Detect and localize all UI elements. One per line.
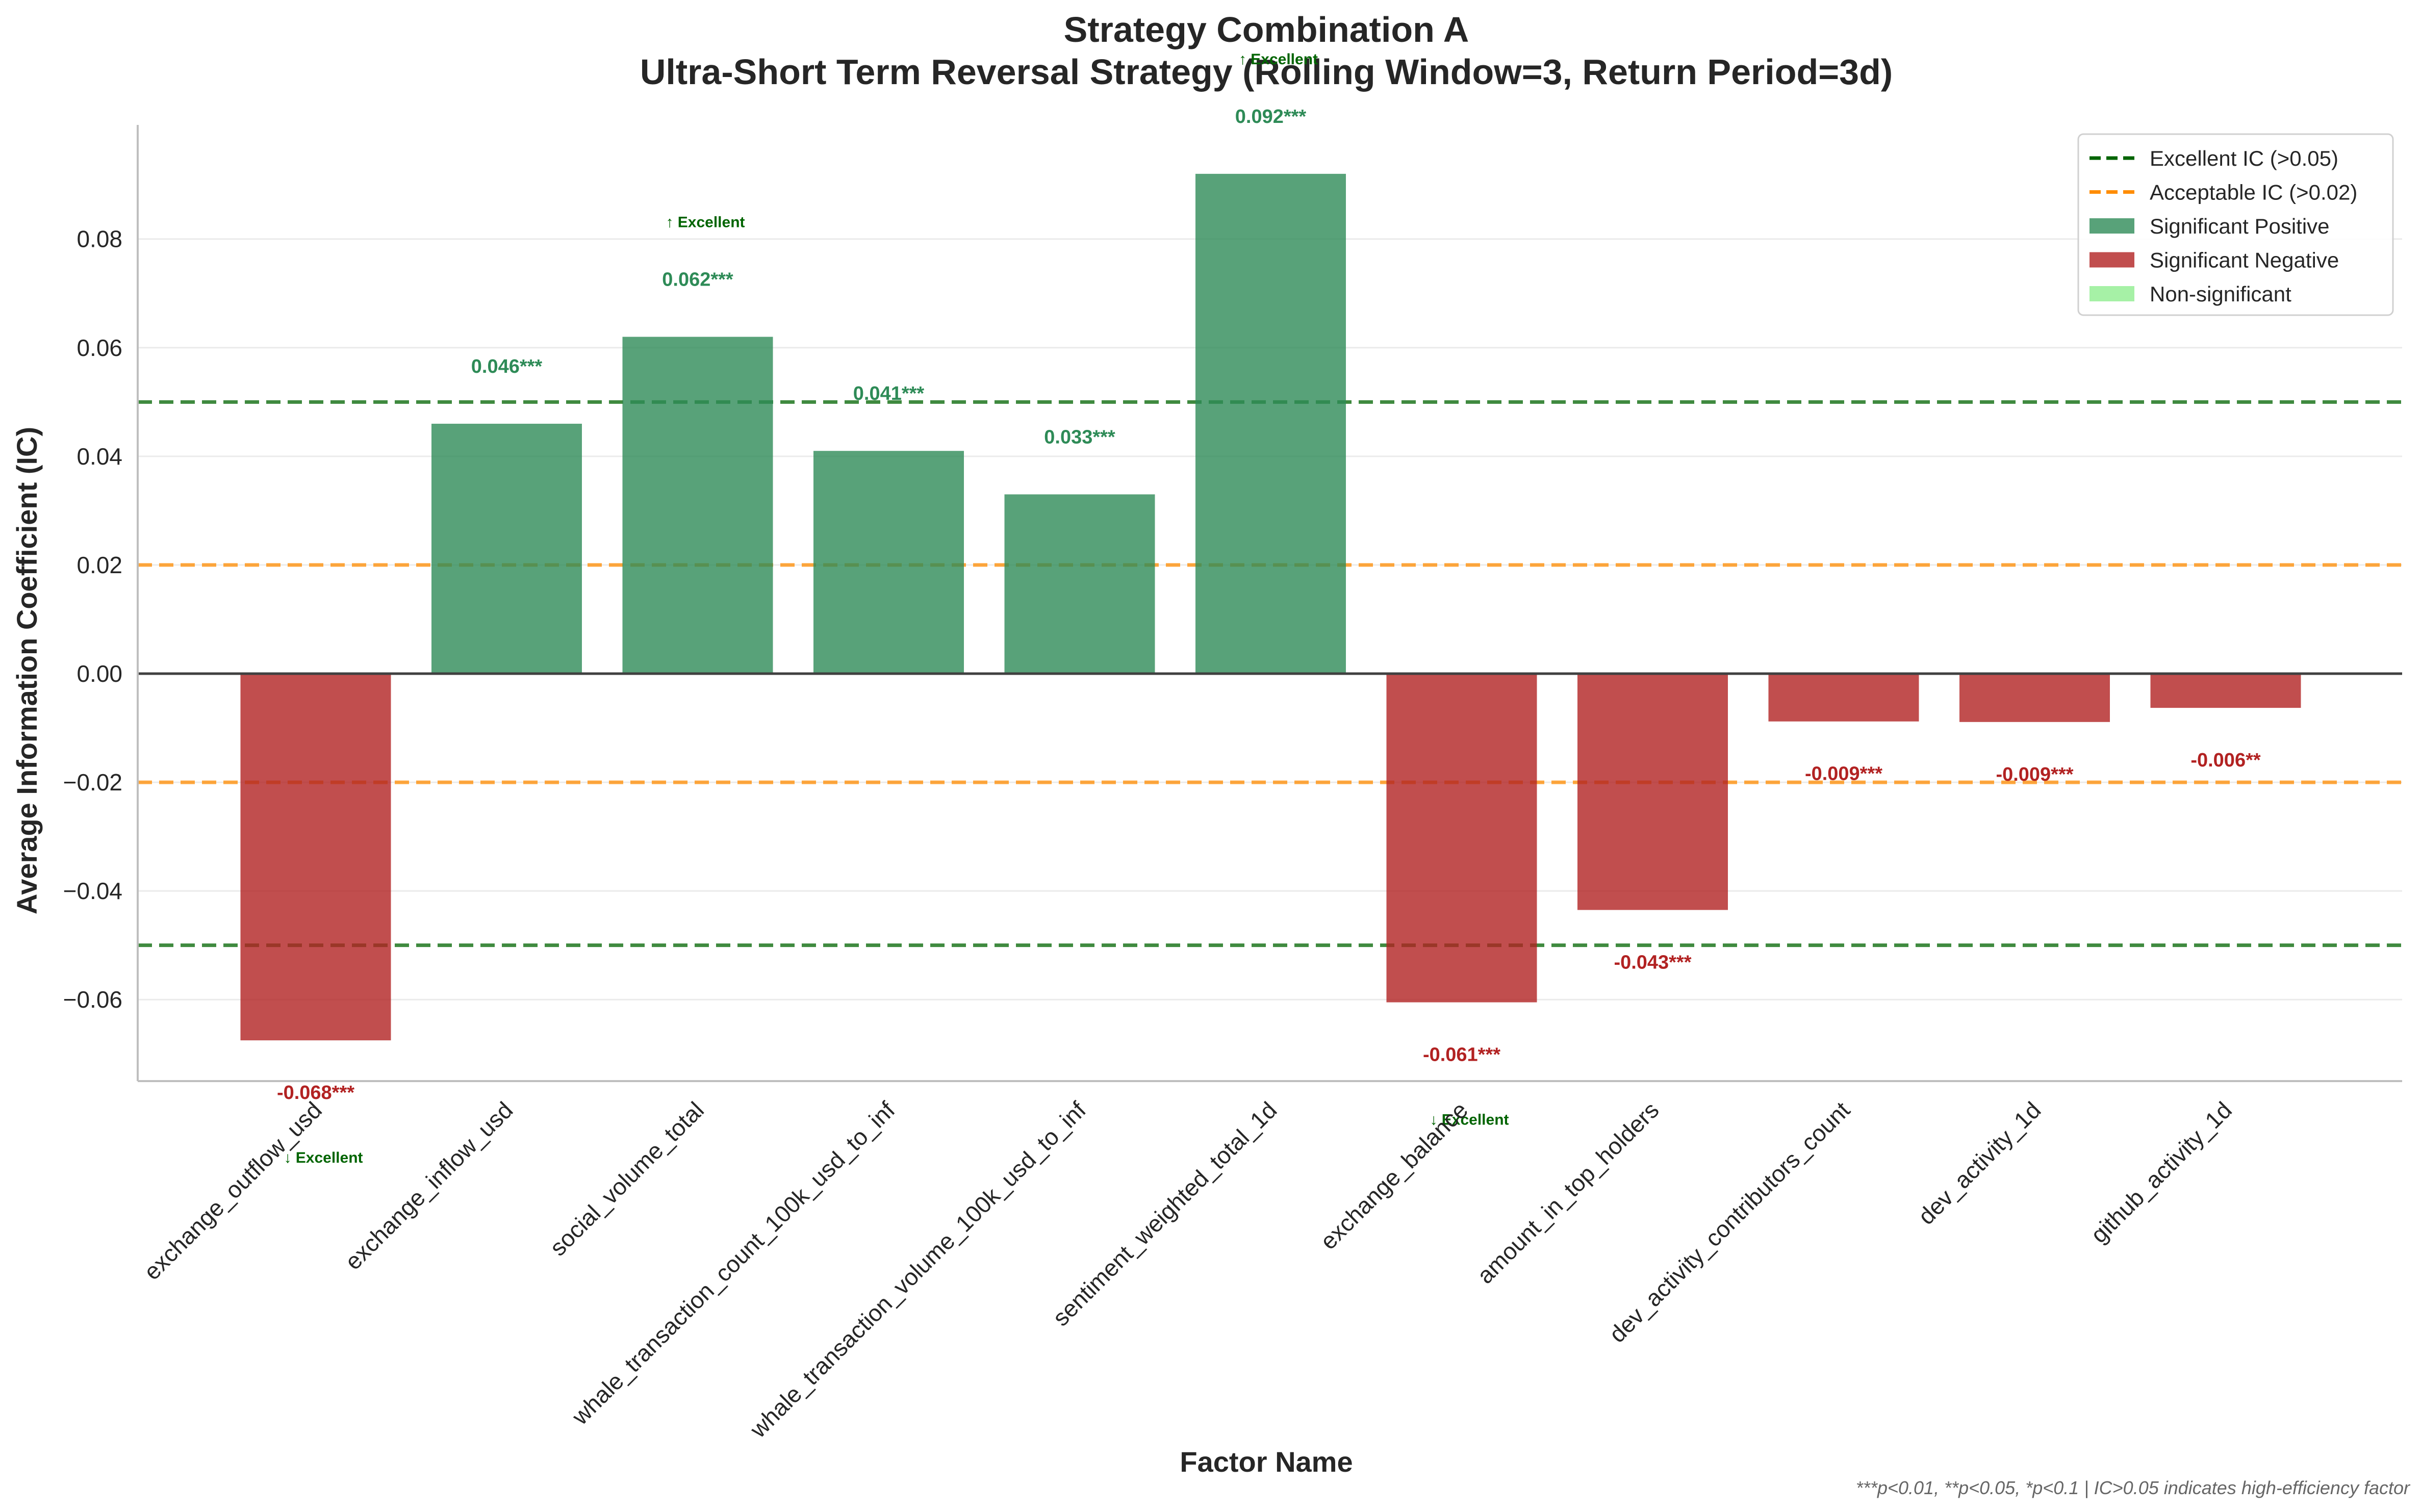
chart-title: Strategy Combination A bbox=[1064, 10, 1469, 49]
x-tick-label: whale_transaction_count_100k_usd_to_inf bbox=[566, 1096, 900, 1430]
bar bbox=[813, 451, 964, 674]
bar bbox=[1195, 173, 1346, 674]
legend: Excellent IC (>0.05) Acceptable IC (>0.02… bbox=[2077, 133, 2394, 316]
legend-label: Excellent IC (>0.05) bbox=[2150, 146, 2338, 170]
value-label: -0.068*** bbox=[277, 1082, 354, 1104]
value-label: -0.043*** bbox=[1614, 952, 1691, 973]
excellent-marker: ↓ Excellent bbox=[1430, 1112, 1509, 1129]
x-tick-labels: exchange_outflow_usd exchange_inflow_usd s… bbox=[139, 1096, 2237, 1443]
value-label: 0.092*** bbox=[1235, 106, 1307, 127]
bar bbox=[1577, 673, 1728, 910]
bar bbox=[240, 673, 391, 1041]
y-tick-label: −0.04 bbox=[63, 878, 122, 904]
value-label: -0.061*** bbox=[1423, 1044, 1500, 1066]
x-tick-label: sentiment_weighted_total_1d bbox=[1048, 1096, 1282, 1331]
legend-swatch bbox=[2089, 218, 2134, 234]
bar bbox=[1768, 673, 1919, 722]
y-tick-label: 0.08 bbox=[77, 226, 122, 252]
legend-box bbox=[2077, 133, 2394, 316]
bar bbox=[1386, 673, 1537, 1003]
y-tick-label: 0.00 bbox=[77, 660, 122, 687]
footnote: ***p<0.01, **p<0.05, *p<0.1 | IC>0.05 in… bbox=[1856, 1477, 2411, 1498]
bar bbox=[1959, 673, 2110, 722]
x-tick-label: exchange_inflow_usd bbox=[340, 1096, 518, 1275]
value-label: 0.046*** bbox=[471, 356, 543, 377]
bar bbox=[2150, 673, 2301, 708]
value-label: 0.033*** bbox=[1044, 426, 1115, 448]
value-label: -0.006** bbox=[2190, 750, 2261, 771]
y-tick-labels: −0.06 −0.04 −0.02 0.00 0.02 0.04 0.06 0.08 bbox=[63, 226, 122, 1013]
x-tick-label: github_activity_1d bbox=[2085, 1096, 2237, 1248]
value-label: 0.041*** bbox=[853, 383, 925, 404]
value-label: -0.009*** bbox=[1996, 764, 2073, 785]
chart-subtitle: Ultra-Short Term Reversal Strategy (Roll… bbox=[640, 52, 1893, 92]
excellent-marker: ↑ Excellent bbox=[666, 214, 745, 230]
legend-label: Significant Positive bbox=[2150, 214, 2330, 238]
bar bbox=[1004, 494, 1155, 674]
y-axis-label: Average Information Coefficient (IC) bbox=[11, 427, 43, 914]
legend-swatch bbox=[2089, 252, 2134, 268]
legend-label: Non-significant bbox=[2150, 282, 2291, 306]
excellent-marker: ↓ Excellent bbox=[284, 1149, 363, 1166]
value-labels: -0.068*** ↓ Excellent 0.046*** 0.062*** ↑ Ex… bbox=[277, 51, 2261, 1166]
bars bbox=[240, 173, 2301, 1041]
legend-label: Acceptable IC (>0.02) bbox=[2150, 181, 2357, 204]
y-tick-label: 0.06 bbox=[77, 335, 122, 361]
bar bbox=[431, 423, 582, 674]
y-tick-label: 0.04 bbox=[77, 443, 122, 470]
x-tick-label: dev_activity_1d bbox=[1913, 1096, 2046, 1229]
bar bbox=[622, 337, 773, 674]
x-tick-label: exchange_balance bbox=[1315, 1096, 1473, 1254]
legend-label: Significant Negative bbox=[2150, 248, 2339, 272]
x-axis-label: Factor Name bbox=[1180, 1446, 1353, 1478]
axes-frame bbox=[137, 125, 2402, 1082]
y-tick-label: −0.02 bbox=[63, 769, 122, 796]
value-label: 0.062*** bbox=[662, 269, 733, 290]
x-tick-label: social_volume_total bbox=[545, 1096, 709, 1261]
value-label: -0.009*** bbox=[1805, 763, 1882, 785]
y-tick-label: −0.06 bbox=[63, 986, 122, 1013]
excellent-marker: ↑ Excellent bbox=[1239, 51, 1318, 68]
x-tick-label: exchange_outflow_usd bbox=[139, 1096, 327, 1285]
x-tick-label: whale_transaction_volume_100k_usd_to_inf bbox=[745, 1096, 1091, 1443]
y-tick-label: 0.02 bbox=[77, 552, 122, 578]
legend-swatch bbox=[2089, 286, 2134, 301]
